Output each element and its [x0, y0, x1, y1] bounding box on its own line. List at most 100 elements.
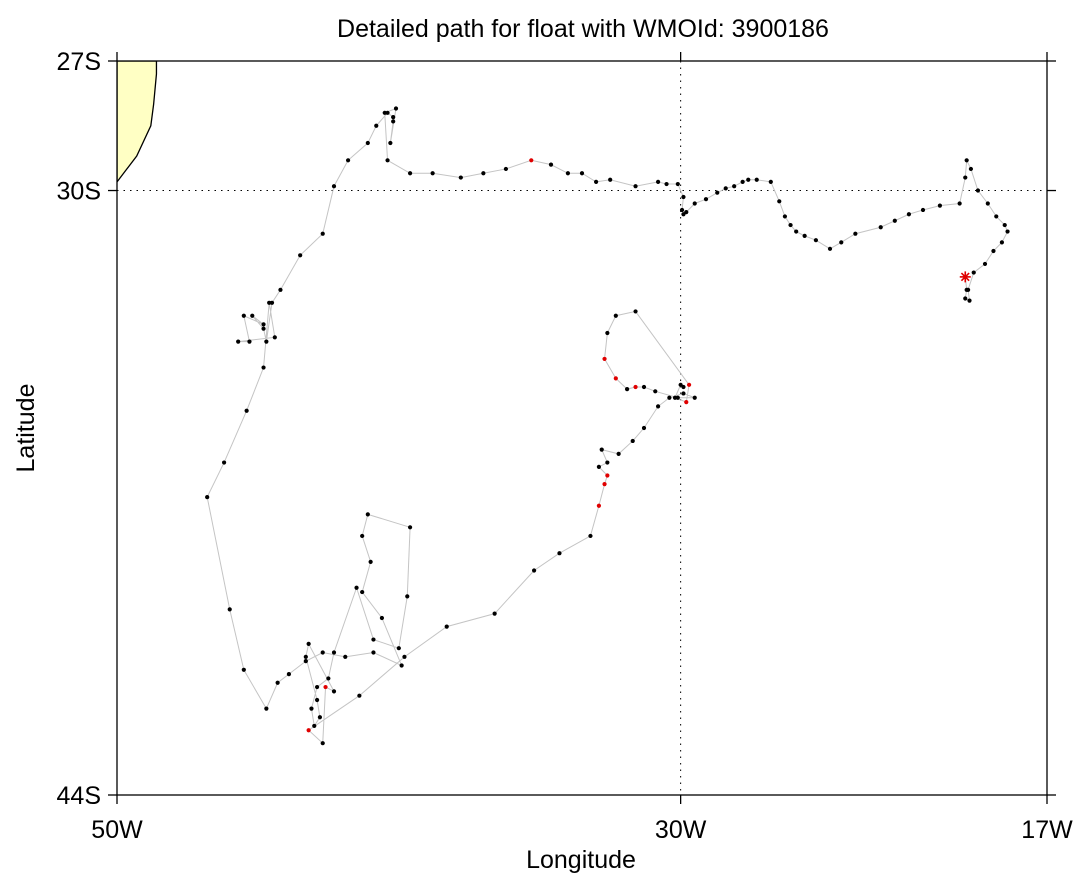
position-point: [326, 676, 331, 681]
position-point: [813, 238, 819, 243]
float-path: [206, 107, 1009, 745]
position-point: [531, 568, 537, 573]
position-point-highlight: [605, 473, 610, 478]
position-point: [655, 404, 661, 409]
position-point: [312, 723, 317, 729]
position-point: [616, 451, 621, 457]
position-point-highlight: [686, 382, 692, 387]
position-point: [963, 296, 968, 301]
position-point: [503, 166, 509, 172]
position-point: [298, 253, 303, 258]
position-point: [937, 203, 943, 208]
grid-lines: [117, 61, 1047, 795]
position-point: [968, 166, 974, 172]
position-point: [664, 181, 669, 187]
position-point: [385, 158, 390, 163]
position-point: [681, 212, 686, 217]
position-point-highlight: [306, 728, 311, 733]
x-tick-label: 50W: [91, 816, 143, 844]
position-point: [892, 218, 897, 223]
position-point: [264, 706, 269, 711]
position-point: [272, 335, 277, 340]
position-point: [278, 287, 283, 292]
position-point: [357, 693, 362, 698]
position-point: [971, 270, 976, 275]
position-point: [624, 387, 630, 392]
start-asterisk: [959, 271, 971, 283]
float-positions: [205, 106, 1010, 746]
trajectory-line: [206, 107, 1009, 745]
position-point: [331, 650, 337, 655]
axis-ticks: 50W 30W 17W 27S 30S 44S: [57, 48, 1074, 844]
plot-frame: [116, 60, 1048, 796]
position-point: [320, 650, 325, 655]
position-point: [991, 248, 996, 254]
position-point: [430, 171, 435, 176]
x-tick-label: 17W: [1021, 816, 1073, 844]
position-point: [1005, 229, 1010, 234]
position-point: [641, 425, 647, 431]
position-point: [681, 384, 686, 390]
position-point: [407, 525, 413, 530]
position-point: [286, 672, 292, 677]
position-point: [371, 650, 376, 655]
position-point: [588, 533, 593, 539]
position-point: [388, 140, 393, 146]
position-point: [399, 663, 404, 668]
position-point: [641, 384, 647, 390]
position-point: [839, 240, 844, 245]
x-axis-label: Longitude: [526, 846, 636, 874]
position-point: [264, 339, 269, 344]
position-point: [247, 339, 252, 344]
position-point: [605, 330, 610, 336]
position-point: [236, 339, 241, 344]
position-point: [613, 313, 618, 318]
position-point: [303, 659, 308, 664]
position-point: [261, 322, 266, 327]
position-point: [368, 559, 373, 564]
position-point: [633, 309, 638, 314]
position-point-highlight: [633, 384, 638, 390]
position-point: [655, 179, 661, 184]
position-point: [681, 391, 686, 396]
position-point: [853, 231, 858, 236]
position-point: [371, 637, 376, 642]
position-point: [746, 177, 751, 182]
y-tick-label: 30S: [57, 178, 101, 206]
position-point: [692, 395, 697, 400]
position-point: [407, 171, 413, 176]
position-point: [985, 201, 990, 206]
position-point: [320, 231, 325, 236]
position-point: [306, 641, 311, 646]
position-point: [548, 162, 554, 167]
position-point: [343, 654, 348, 659]
position-point: [967, 298, 972, 303]
position-point: [740, 179, 745, 184]
position-point: [365, 140, 370, 146]
position-point: [458, 175, 463, 180]
position-point: [393, 106, 399, 111]
position-point: [261, 365, 266, 370]
position-point: [964, 158, 969, 163]
position-point: [599, 447, 604, 452]
position-point: [565, 171, 571, 176]
position-point: [633, 184, 638, 189]
position-point: [782, 214, 788, 219]
position-point: [275, 680, 280, 685]
position-point: [320, 741, 325, 746]
position-point: [314, 684, 320, 690]
position-point: [385, 110, 390, 115]
position-point: [975, 188, 981, 193]
position-point: [250, 313, 255, 318]
y-tick-label: 27S: [57, 48, 101, 76]
position-point: [261, 326, 266, 331]
position-point: [681, 194, 686, 200]
position-point: [965, 287, 971, 292]
chart-title: Detailed path for float with WMOId: 3900…: [337, 15, 829, 43]
position-point: [360, 589, 365, 595]
position-point: [672, 395, 678, 400]
position-point: [963, 175, 968, 180]
position-point-highlight: [613, 376, 618, 381]
position-point-highlight: [602, 356, 607, 362]
position-point: [345, 158, 351, 163]
